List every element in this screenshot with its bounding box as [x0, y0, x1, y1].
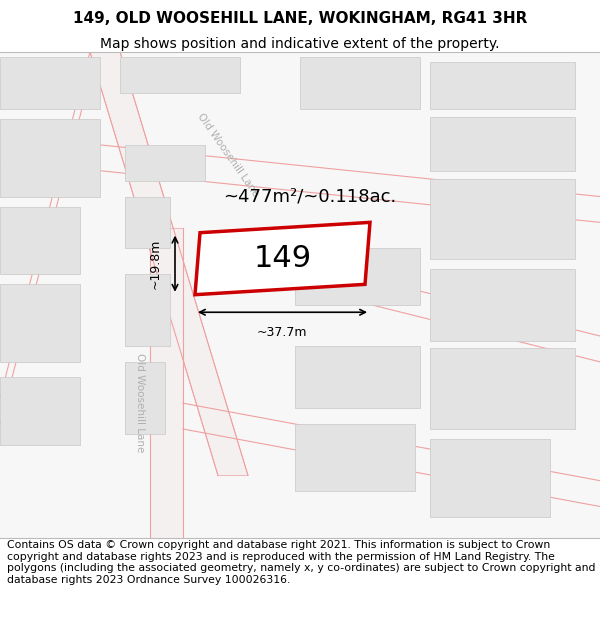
Polygon shape — [125, 196, 170, 248]
Polygon shape — [0, 378, 80, 444]
Polygon shape — [295, 248, 420, 305]
Polygon shape — [0, 119, 100, 196]
Text: 149, OLD WOOSEHILL LANE, WOKINGHAM, RG41 3HR: 149, OLD WOOSEHILL LANE, WOKINGHAM, RG41… — [73, 11, 527, 26]
Polygon shape — [0, 57, 100, 109]
Text: Old Woosehill Lane: Old Woosehill Lane — [196, 112, 260, 199]
Polygon shape — [195, 222, 370, 294]
Polygon shape — [0, 207, 80, 274]
Polygon shape — [125, 145, 205, 181]
Text: ~477m²/~0.118ac.: ~477m²/~0.118ac. — [223, 188, 397, 206]
Text: ~19.8m: ~19.8m — [149, 239, 162, 289]
Polygon shape — [430, 439, 550, 517]
Polygon shape — [430, 179, 575, 259]
Polygon shape — [430, 62, 575, 109]
Text: ~37.7m: ~37.7m — [257, 326, 307, 339]
Polygon shape — [300, 57, 420, 109]
Polygon shape — [295, 424, 415, 491]
Polygon shape — [90, 52, 248, 476]
Text: Contains OS data © Crown copyright and database right 2021. This information is : Contains OS data © Crown copyright and d… — [7, 540, 596, 585]
Polygon shape — [125, 274, 170, 346]
Polygon shape — [0, 284, 80, 362]
Polygon shape — [430, 269, 575, 341]
Polygon shape — [430, 117, 575, 171]
Polygon shape — [295, 346, 420, 408]
Polygon shape — [430, 348, 575, 429]
Polygon shape — [120, 57, 240, 93]
Polygon shape — [125, 362, 165, 434]
Text: Old Woosehill Lane: Old Woosehill Lane — [135, 354, 145, 453]
Polygon shape — [150, 228, 183, 538]
Text: Map shows position and indicative extent of the property.: Map shows position and indicative extent… — [100, 38, 500, 51]
Text: 149: 149 — [253, 244, 311, 273]
